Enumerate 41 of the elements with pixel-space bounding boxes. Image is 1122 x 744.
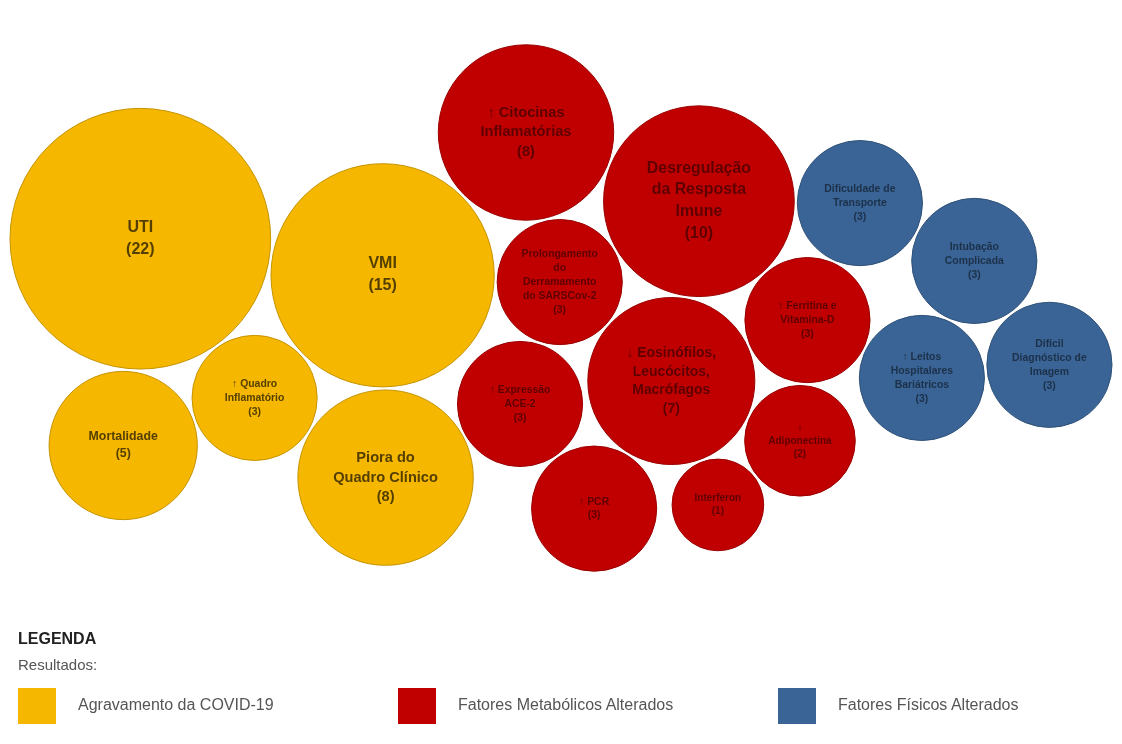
category-label: Piora do Quadro Clínico: [333, 448, 438, 485]
category-label: ↑ PCR: [579, 495, 610, 507]
category-label: Prolongamento do Derramamento do SARSCov-2: [521, 247, 598, 301]
category-label: ↑ Citocinas Inflamatórias: [480, 103, 572, 140]
legend-label: Agravamento da COVID-19: [78, 696, 274, 713]
data-label: (10): [684, 223, 714, 241]
data-label: (3): [1043, 379, 1056, 391]
data-label: (3): [553, 303, 567, 315]
data-label: (2): [793, 447, 807, 459]
data-label: (3): [967, 268, 981, 280]
category-label: ↓ Adiponectina: [768, 420, 833, 446]
category-label: ↑ Quadro Inflamatório: [224, 377, 285, 403]
data-label: (3): [853, 210, 867, 222]
text: Resultados:: [18, 656, 98, 673]
data-label: (8): [517, 143, 536, 160]
data-label: (22): [126, 239, 155, 257]
data-label: (3): [587, 509, 601, 521]
data-label: (7): [662, 399, 680, 416]
category-label: Interferon: [694, 491, 742, 503]
category-label: Intubação Complicada: [944, 240, 1005, 266]
data-label: (5): [115, 446, 131, 461]
data-label: (8): [376, 488, 395, 505]
data-label: (15): [368, 276, 397, 294]
data-label: (3): [248, 405, 261, 417]
legend-label: Fatores Metabólicos Alterados: [458, 696, 674, 713]
category-label: ↑ Expressão ACE-2: [489, 383, 551, 409]
data-label: (3): [801, 327, 814, 339]
category-label: ↑ Ferritina e Vitamina-D: [778, 299, 837, 325]
category-label: Difícil Diagnóstico de Imagem: [1012, 337, 1087, 377]
category-label: VMI: [368, 254, 397, 272]
category-label: Mortalidade: [88, 429, 158, 444]
data-label: (3): [513, 411, 527, 423]
data-label: (3): [915, 392, 929, 404]
category-label: UTI: [127, 218, 154, 236]
legend-label: Fatores Físicos Alterados: [838, 696, 1019, 713]
category-label: Dificuldade de Transporte: [824, 182, 896, 208]
category-label: ↓ Eosinófilos, Leucócitos, Macrófagos: [626, 343, 717, 398]
legend-title: LEGENDA: [18, 630, 97, 647]
data-label: (1): [711, 505, 724, 517]
category-label: ↑ Leitos Hospitalares Bariátricos: [890, 350, 954, 390]
category-label: Desregulação da Resposta Imune: [646, 159, 752, 220]
